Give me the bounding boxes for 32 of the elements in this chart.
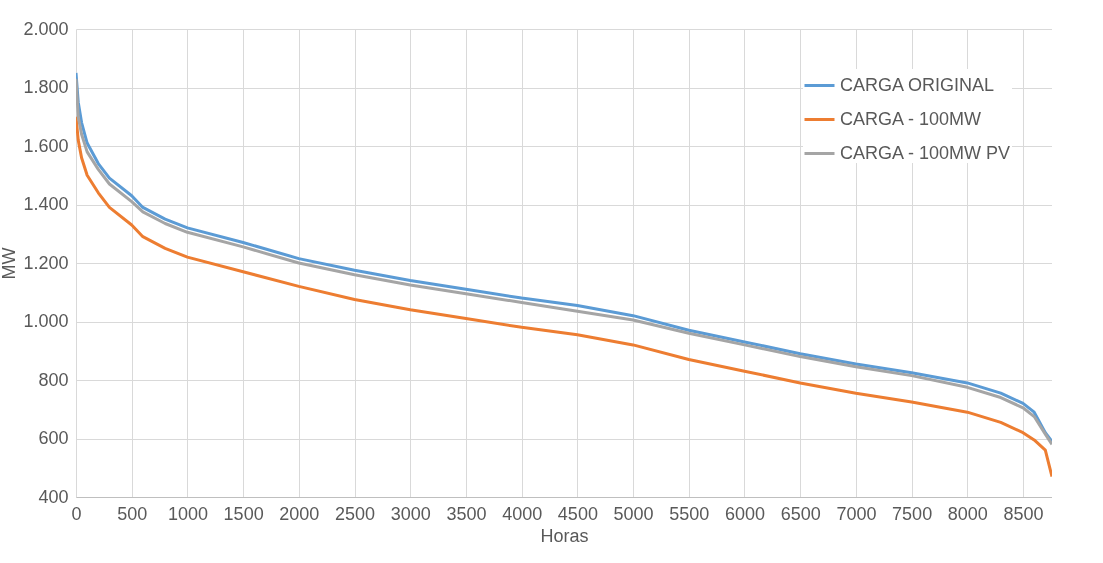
legend-label: CARGA ORIGINAL <box>840 74 995 95</box>
x-tick-label: 1000 <box>167 503 208 524</box>
legend-label: CARGA - 100MW PV <box>840 142 1011 163</box>
legend-label: CARGA - 100MW <box>840 108 982 129</box>
y-tick-label: 600 <box>38 428 69 448</box>
y-tick-label: 1.800 <box>23 77 69 97</box>
x-tick-label: 7000 <box>836 503 877 524</box>
x-tick-label: 4500 <box>557 503 598 524</box>
x-tick-label: 5500 <box>669 503 710 524</box>
y-tick-label: 800 <box>38 369 69 390</box>
x-tick-label: 8000 <box>947 503 988 524</box>
y-tick-label: 1.600 <box>23 135 69 156</box>
y-axis-title: MW <box>0 247 20 280</box>
x-tick-label: 500 <box>117 503 148 524</box>
x-axis-title: Horas <box>540 525 589 546</box>
y-tick-label: 400 <box>38 486 69 507</box>
x-tick-label: 3000 <box>390 503 431 524</box>
x-tick-label: 3500 <box>446 503 487 524</box>
y-tick-label: 1.000 <box>23 311 69 331</box>
x-tick-label: 6000 <box>724 503 766 524</box>
x-tick-label: 2000 <box>279 503 320 524</box>
y-tick-label: 1.400 <box>23 194 69 214</box>
x-tick-label: 1500 <box>223 503 264 524</box>
x-tick-label: 7500 <box>892 503 933 524</box>
x-tick-label: 5000 <box>613 503 654 524</box>
x-tick-label: 4000 <box>502 503 543 524</box>
x-tick-label: 6500 <box>780 503 821 524</box>
y-tick-label: 1.200 <box>23 252 69 273</box>
x-tick-label: 2500 <box>335 503 376 524</box>
x-tick-label: 0 <box>71 503 82 524</box>
x-tick-label: 8500 <box>1003 503 1044 524</box>
y-tick-label: 2.000 <box>23 18 69 39</box>
